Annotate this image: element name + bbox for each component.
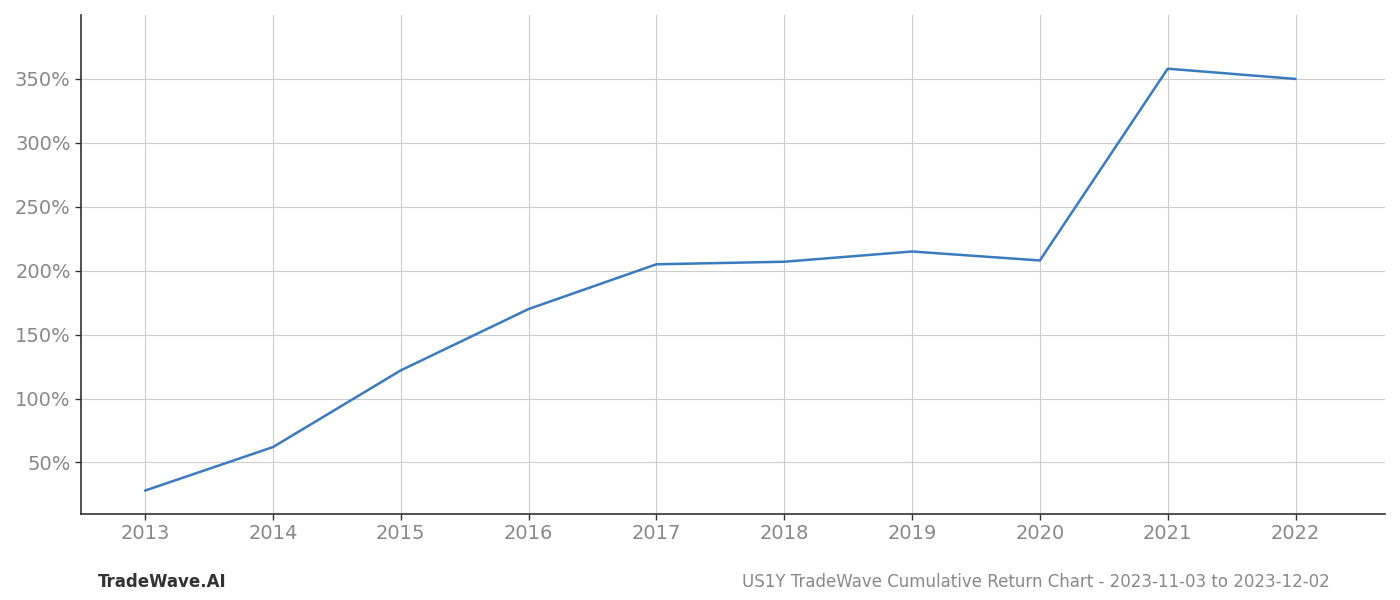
Text: US1Y TradeWave Cumulative Return Chart - 2023-11-03 to 2023-12-02: US1Y TradeWave Cumulative Return Chart -… [742, 573, 1330, 591]
Text: TradeWave.AI: TradeWave.AI [98, 573, 227, 591]
